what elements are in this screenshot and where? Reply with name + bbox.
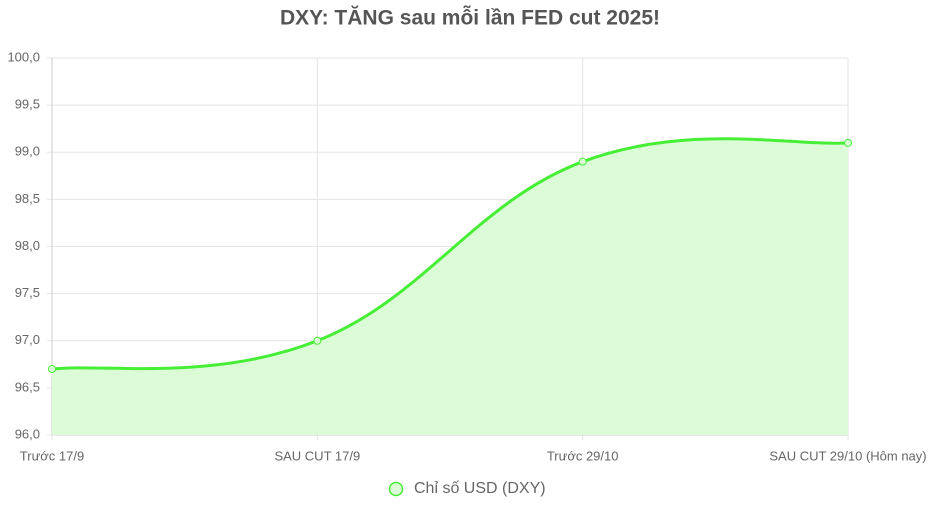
legend-label: Chỉ số USD (DXY) [414,480,546,497]
y-tick-label: 99,0 [15,144,40,159]
y-tick-label: 98,0 [15,238,40,253]
point [578,157,587,166]
x-tick-label: Trước 17/9 [20,448,84,463]
point [313,336,322,345]
point [844,138,852,147]
chart-title: DXY: TĂNG sau mỗi lần FED cut 2025! [280,6,660,30]
x-tick-label: Trước 29/10 [547,448,619,463]
y-tick-label: 97,5 [15,285,40,300]
line [51,137,849,371]
legend-marker [388,481,404,497]
y-tick-label: 98,5 [15,191,40,206]
y-tick-label: 96,0 [15,426,40,441]
x-tick-label: SAU CUT 29/10 (Hôm nay) [769,448,926,463]
x-tick-label: SAU CUT 17/9 [274,448,360,463]
point [48,365,56,374]
y-tick-label: 100,0 [7,49,40,64]
y-tick-label: 99,5 [15,97,40,112]
y-tick-label: 96,5 [15,379,40,394]
y-tick-label: 97,0 [15,332,40,347]
area [52,138,848,436]
